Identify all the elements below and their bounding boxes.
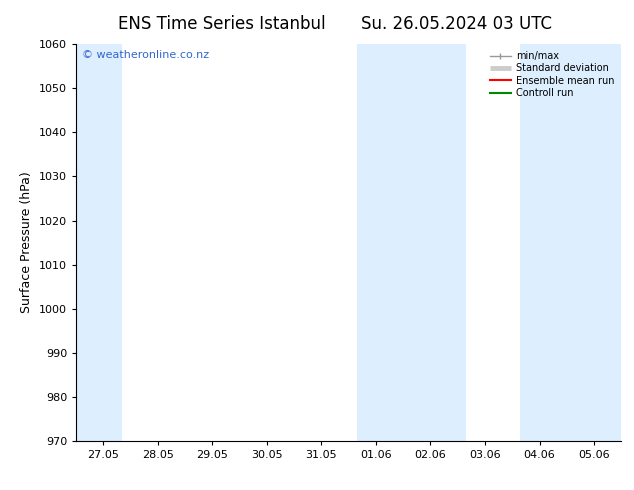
Y-axis label: Surface Pressure (hPa): Surface Pressure (hPa) [20, 172, 34, 314]
Legend: min/max, Standard deviation, Ensemble mean run, Controll run: min/max, Standard deviation, Ensemble me… [488, 49, 616, 100]
Text: © weatheronline.co.nz: © weatheronline.co.nz [82, 50, 209, 60]
Bar [76, 44, 122, 441]
Text: ENS Time Series Istanbul: ENS Time Series Istanbul [118, 15, 326, 33]
Bar [521, 44, 621, 441]
Text: Su. 26.05.2024 03 UTC: Su. 26.05.2024 03 UTC [361, 15, 552, 33]
Bar [357, 44, 466, 441]
